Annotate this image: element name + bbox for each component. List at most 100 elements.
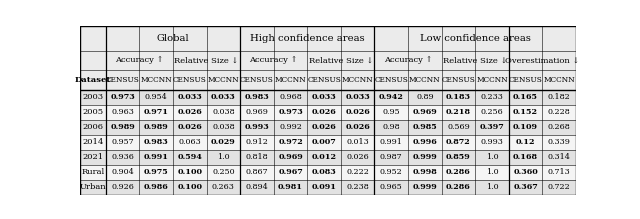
Text: Accuracy ↑: Accuracy ↑ (250, 57, 298, 64)
Text: 0.972: 0.972 (278, 138, 303, 146)
Text: 0.969: 0.969 (413, 108, 437, 116)
Text: 0.168: 0.168 (513, 153, 538, 161)
Text: CENSUS: CENSUS (509, 76, 543, 84)
Text: CENSUS: CENSUS (240, 76, 274, 84)
Text: 2005: 2005 (83, 108, 104, 116)
Text: 0.967: 0.967 (278, 168, 303, 176)
Text: 1.0: 1.0 (486, 168, 499, 176)
Bar (80, 180, 576, 195)
Text: 0.339: 0.339 (548, 138, 571, 146)
Text: 0.286: 0.286 (446, 183, 471, 191)
Text: 0.999: 0.999 (413, 183, 437, 191)
Text: CENSUS: CENSUS (374, 76, 408, 84)
Text: 0.942: 0.942 (379, 93, 404, 101)
Text: 0.033: 0.033 (177, 93, 202, 101)
Text: 0.996: 0.996 (413, 138, 437, 146)
Text: 0.100: 0.100 (177, 183, 202, 191)
Text: 1.0: 1.0 (486, 183, 499, 191)
Text: CENSUS: CENSUS (307, 76, 341, 84)
Text: 0.594: 0.594 (177, 153, 202, 161)
Text: 0.89: 0.89 (416, 93, 434, 101)
Text: 0.95: 0.95 (383, 108, 400, 116)
Text: 0.872: 0.872 (446, 138, 471, 146)
Text: 0.038: 0.038 (212, 123, 235, 131)
Text: 0.957: 0.957 (111, 138, 134, 146)
Text: 0.013: 0.013 (346, 138, 369, 146)
Text: High confidence areas: High confidence areas (250, 34, 365, 43)
Text: 0.033: 0.033 (211, 93, 236, 101)
Text: 0.083: 0.083 (312, 168, 337, 176)
Text: MCCNN: MCCNN (207, 76, 239, 84)
Text: 0.360: 0.360 (513, 168, 538, 176)
Text: 0.998: 0.998 (413, 168, 437, 176)
Text: Global: Global (157, 34, 189, 43)
Text: Overestimation ↓: Overestimation ↓ (505, 57, 580, 64)
Text: 0.975: 0.975 (144, 168, 168, 176)
Text: 0.228: 0.228 (548, 108, 571, 116)
Text: 0.026: 0.026 (312, 108, 337, 116)
Text: 0.218: 0.218 (446, 108, 471, 116)
Text: 0.029: 0.029 (211, 138, 236, 146)
Text: 0.954: 0.954 (145, 93, 168, 101)
Text: 0.986: 0.986 (144, 183, 168, 191)
Text: 0.991: 0.991 (380, 138, 403, 146)
Text: 0.713: 0.713 (548, 168, 571, 176)
Text: Rural: Rural (81, 168, 104, 176)
Text: 0.867: 0.867 (246, 168, 268, 176)
Text: 0.263: 0.263 (212, 183, 235, 191)
Text: 0.109: 0.109 (513, 123, 538, 131)
Text: 0.926: 0.926 (111, 183, 134, 191)
Text: 0.397: 0.397 (479, 123, 504, 131)
Bar (80, 135, 576, 150)
Bar (80, 105, 576, 120)
Text: 0.026: 0.026 (346, 123, 370, 131)
Text: 0.983: 0.983 (144, 138, 168, 146)
Bar (80, 90, 576, 105)
Text: 0.250: 0.250 (212, 168, 235, 176)
Text: Relative Size ↓: Relative Size ↓ (443, 57, 508, 64)
Text: Low confidence areas: Low confidence areas (420, 34, 531, 43)
Text: 0.012: 0.012 (312, 153, 337, 161)
Text: CENSUS: CENSUS (173, 76, 207, 84)
Text: 0.367: 0.367 (513, 183, 538, 191)
Text: 0.152: 0.152 (513, 108, 538, 116)
Text: Accuracy ↑: Accuracy ↑ (115, 57, 164, 64)
Text: MCCNN: MCCNN (476, 76, 508, 84)
Text: MCCNN: MCCNN (409, 76, 441, 84)
Text: 0.936: 0.936 (111, 153, 134, 161)
Text: 0.965: 0.965 (380, 183, 403, 191)
Text: 0.894: 0.894 (246, 183, 268, 191)
Text: 0.992: 0.992 (279, 123, 302, 131)
Bar (80, 120, 576, 135)
Bar (80, 70, 576, 90)
Text: 0.233: 0.233 (481, 93, 504, 101)
Text: 0.286: 0.286 (446, 168, 471, 176)
Text: 0.968: 0.968 (279, 93, 302, 101)
Text: Relative Size ↓: Relative Size ↓ (308, 57, 373, 64)
Text: 1.0: 1.0 (217, 153, 230, 161)
Text: 0.026: 0.026 (346, 108, 370, 116)
Text: Dataset: Dataset (75, 76, 111, 84)
Text: 0.983: 0.983 (244, 93, 269, 101)
Text: 0.033: 0.033 (346, 93, 370, 101)
Text: 0.993: 0.993 (481, 138, 504, 146)
Text: 0.818: 0.818 (246, 153, 268, 161)
Text: MCCNN: MCCNN (543, 76, 575, 84)
Text: 0.973: 0.973 (278, 108, 303, 116)
Text: 2021: 2021 (83, 153, 104, 161)
Text: 0.987: 0.987 (380, 153, 403, 161)
Text: MCCNN: MCCNN (140, 76, 172, 84)
Text: CENSUS: CENSUS (106, 76, 140, 84)
Text: 0.973: 0.973 (110, 93, 135, 101)
Bar (80, 150, 576, 165)
Text: 0.038: 0.038 (212, 108, 235, 116)
Text: 0.722: 0.722 (548, 183, 571, 191)
Text: Accuracy ↑: Accuracy ↑ (384, 57, 432, 64)
Text: 0.904: 0.904 (111, 168, 134, 176)
Bar (80, 51, 576, 70)
Text: 0.183: 0.183 (446, 93, 471, 101)
Text: 0.569: 0.569 (447, 123, 470, 131)
Text: 0.985: 0.985 (413, 123, 437, 131)
Text: 0.912: 0.912 (246, 138, 268, 146)
Text: 0.859: 0.859 (446, 153, 471, 161)
